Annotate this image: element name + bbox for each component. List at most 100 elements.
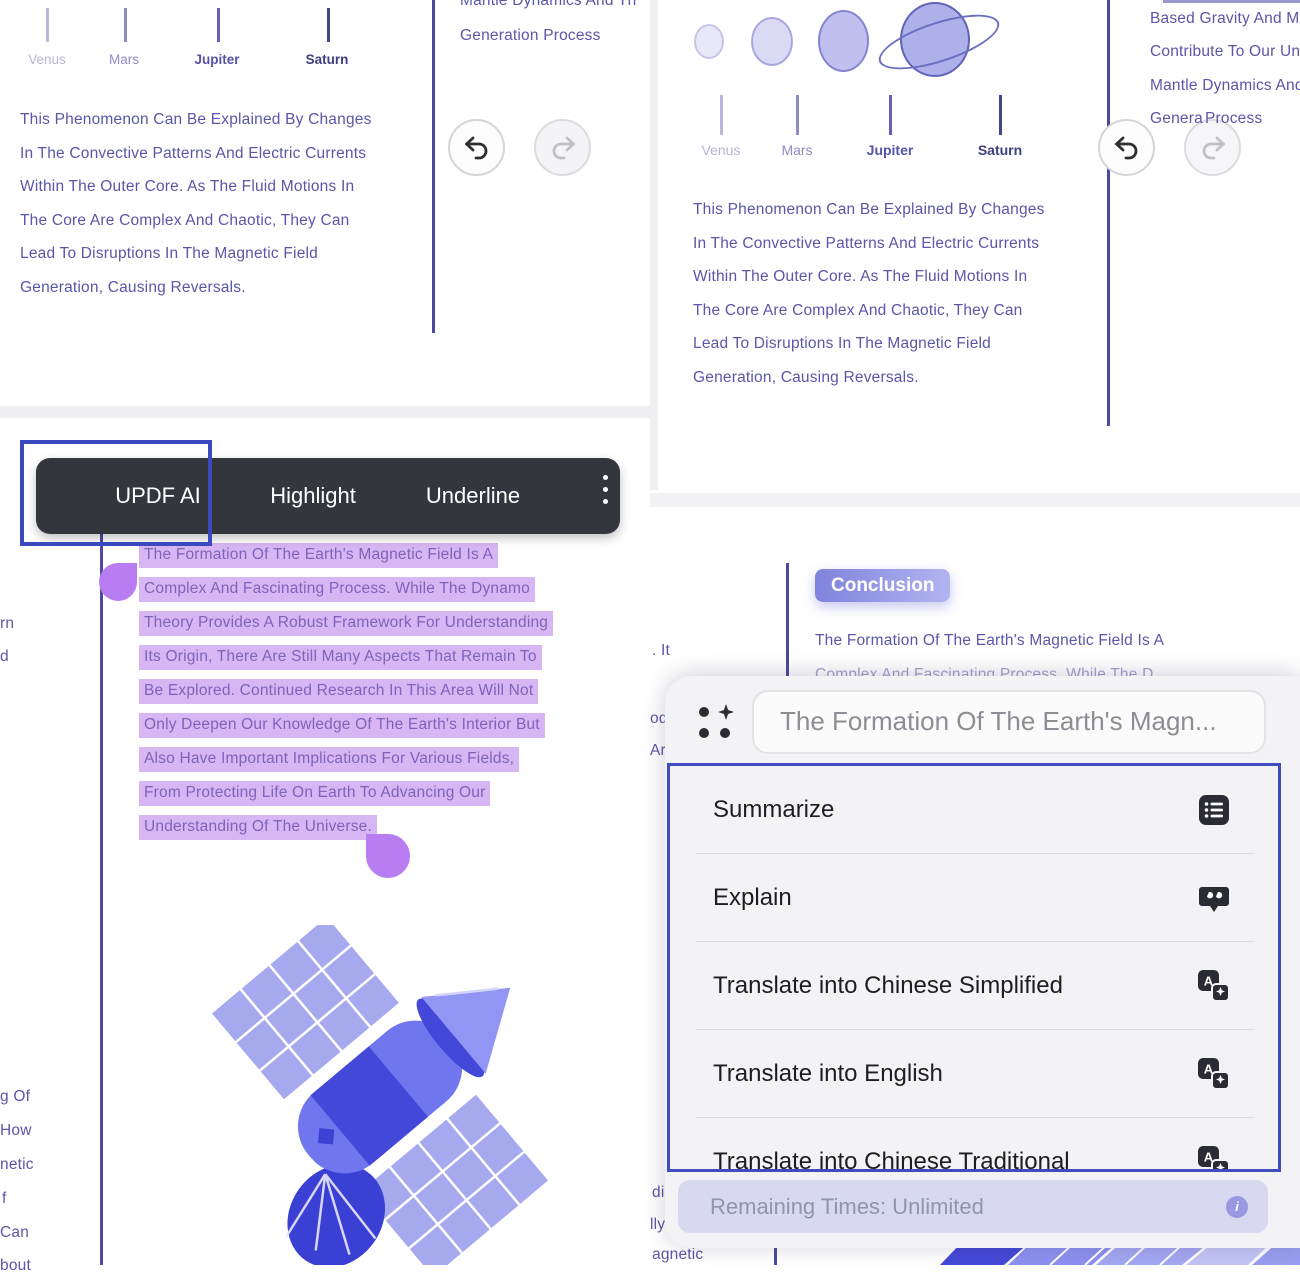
redo-button[interactable] [534, 119, 591, 176]
venus-tick [720, 95, 723, 135]
saturn-tick [327, 8, 330, 42]
menu-item-explain[interactable]: Explain [670, 854, 1278, 942]
doc-text-line: Mantle Dynamics And Th [460, 0, 637, 9]
redo-icon [552, 136, 575, 159]
underline-button[interactable]: Underline [425, 483, 521, 508]
saturn-label: Saturn [305, 52, 349, 67]
left-doc-paragraph: This Phenomenon Can Be Explained By Chan… [20, 103, 372, 304]
highlighted-line: Only Deepen Our Knowledge Of The Earth's… [139, 713, 545, 738]
doc-text-line: Mantle Dynamics And [1150, 77, 1300, 94]
info-icon[interactable]: i [1226, 1196, 1248, 1218]
menu-item-label: Explain [713, 884, 792, 911]
ai-action-sheet: The Formation Of The Earth's Magn... Sum… [665, 676, 1300, 1248]
kebab-dot [603, 487, 608, 492]
highlighted-text-block[interactable]: The Formation Of The Earth's Magnetic Fi… [139, 543, 554, 849]
ai-menu: Summarize Explain Translate into Chinese… [667, 763, 1281, 1172]
selection-toolbar: UPDF AI Highlight Underline [36, 458, 620, 534]
highlighted-line: Also Have Important Implications For Var… [139, 747, 520, 772]
sparkle-icon [718, 704, 734, 720]
more-options-button[interactable] [603, 468, 623, 511]
mars-tick [796, 95, 799, 135]
undo-button[interactable] [1098, 119, 1155, 176]
menu-item-translate-chinese-simplified[interactable]: Translate into Chinese Simplified A [670, 942, 1278, 1030]
column-divider [786, 563, 789, 678]
remaining-times-bar: Remaining Times: Unlimited i [678, 1180, 1268, 1233]
doc-text-line: The Formation Of The Earth's Magnetic Fi… [815, 632, 1165, 649]
dot [699, 707, 709, 717]
highlight-button[interactable]: Highlight [270, 483, 356, 508]
doc-text-line: Within The Outer Core. As The Fluid Moti… [20, 178, 355, 195]
right-pane [650, 0, 1300, 1265]
dot [699, 728, 709, 738]
doc-text-fragment: Ar [650, 742, 666, 759]
doc-text-fragment: od [650, 710, 668, 727]
translate-icon: A [1198, 970, 1230, 1002]
menu-item-summarize[interactable]: Summarize [670, 766, 1278, 854]
menu-item-label: Summarize [713, 796, 835, 823]
venus-label: Venus [28, 52, 66, 67]
menu-item-label: Translate into English [713, 1060, 943, 1087]
doc-text-line: The Core Are Complex And Chaotic, They C… [20, 211, 350, 229]
menu-item-label: Translate into Chinese Simplified [713, 972, 1063, 999]
doc-text-line: The Core Are Complex And Chaotic, They C… [693, 301, 1023, 319]
page-boundary [650, 493, 1300, 507]
undo-button[interactable] [448, 119, 505, 176]
doc-text-fragment: di [652, 1184, 665, 1201]
doc-text-line: Contribute To Our Un [1150, 43, 1300, 60]
highlighted-line: Its Origin, There Are Still Many Aspects… [139, 645, 542, 670]
doc-text-line: This Phenomenon Can Be Explained By Chan… [20, 111, 372, 128]
doc-text-line: Within The Outer Core. As The Fluid Moti… [693, 268, 1028, 285]
venus-label: Venus [701, 142, 741, 158]
mars-label: Mars [781, 142, 813, 158]
updf-ai-button[interactable]: UPDF AI [115, 483, 201, 508]
saturn-tick [999, 95, 1002, 135]
doc-text-line: Generation Process [460, 27, 601, 44]
left-pane: Venus Mars Jupiter Saturn This Phenomeno… [0, 0, 650, 1274]
jupiter-planet [818, 10, 869, 72]
redo-button[interactable] [1184, 119, 1241, 176]
right-doc-column2: Based Gravity And Ma Contribute To Our U… [1150, 0, 1300, 170]
svg-text:A: A [1204, 1062, 1214, 1077]
jupiter-tick [217, 8, 220, 42]
doc-text-fragment: rn [0, 615, 15, 632]
doc-text-line: Lead To Disruptions In The Magnetic Fiel… [20, 245, 318, 262]
mars-planet [751, 17, 793, 66]
highlighted-line: Understanding Of The Universe. [139, 815, 377, 840]
venus-tick [46, 8, 49, 42]
mars-label: Mars [109, 52, 139, 67]
doc-text-line: Generation, Causing Reversals. [20, 278, 246, 296]
doc-text-line: In The Convective Patterns And Electric … [693, 234, 1040, 252]
svg-text:A: A [1204, 1150, 1214, 1165]
translate-icon: A [1198, 1146, 1230, 1169]
doc-text-line: Process [1205, 110, 1263, 127]
undo-icon [1114, 136, 1137, 159]
kebab-dot [603, 475, 608, 480]
drag-handle-icon[interactable] [698, 704, 736, 742]
doc-text-fragment: netic [0, 1156, 34, 1173]
venus-planet [694, 24, 724, 59]
selected-text-value: The Formation Of The Earth's Magn... [780, 706, 1217, 736]
highlighted-line: The Formation Of The Earth's Magnetic Fi… [139, 543, 499, 568]
doc-text-fragment: d [0, 648, 9, 665]
menu-item-label: Translate into Chinese Traditional [713, 1148, 1070, 1172]
conclusion-badge: Conclusion [815, 569, 951, 602]
jupiter-label: Jupiter [194, 52, 240, 67]
selected-text-input[interactable]: The Formation Of The Earth's Magn... [752, 690, 1266, 754]
jupiter-label: Jupiter [866, 142, 914, 158]
right-doc-paragraph: This Phenomenon Can Be Explained By Chan… [693, 193, 1045, 394]
jupiter-tick [889, 95, 892, 135]
doc-text-fragment: How [0, 1122, 32, 1139]
doc-text-fragment: bout [0, 1257, 31, 1274]
highlighted-line: Complex And Fascinating Process. While T… [139, 577, 535, 602]
satellite-illustration [211, 925, 549, 1265]
doc-text-line: Based Gravity And Ma [1150, 10, 1300, 27]
selection-start-handle[interactable] [99, 563, 137, 601]
menu-item-translate-english[interactable]: Translate into English A [670, 1030, 1278, 1118]
remaining-times-label: Remaining Times: Unlimited [710, 1194, 984, 1219]
clipped-text-line [1163, 0, 1300, 3]
doc-text-line: In The Convective Patterns And Electric … [20, 144, 367, 162]
selection-end-handle[interactable] [366, 834, 410, 878]
saturn-planet [900, 2, 970, 77]
highlighted-line: From Protecting Life On Earth To Advanci… [139, 781, 491, 806]
menu-item-translate-chinese-traditional[interactable]: Translate into Chinese Traditional A [670, 1118, 1278, 1172]
